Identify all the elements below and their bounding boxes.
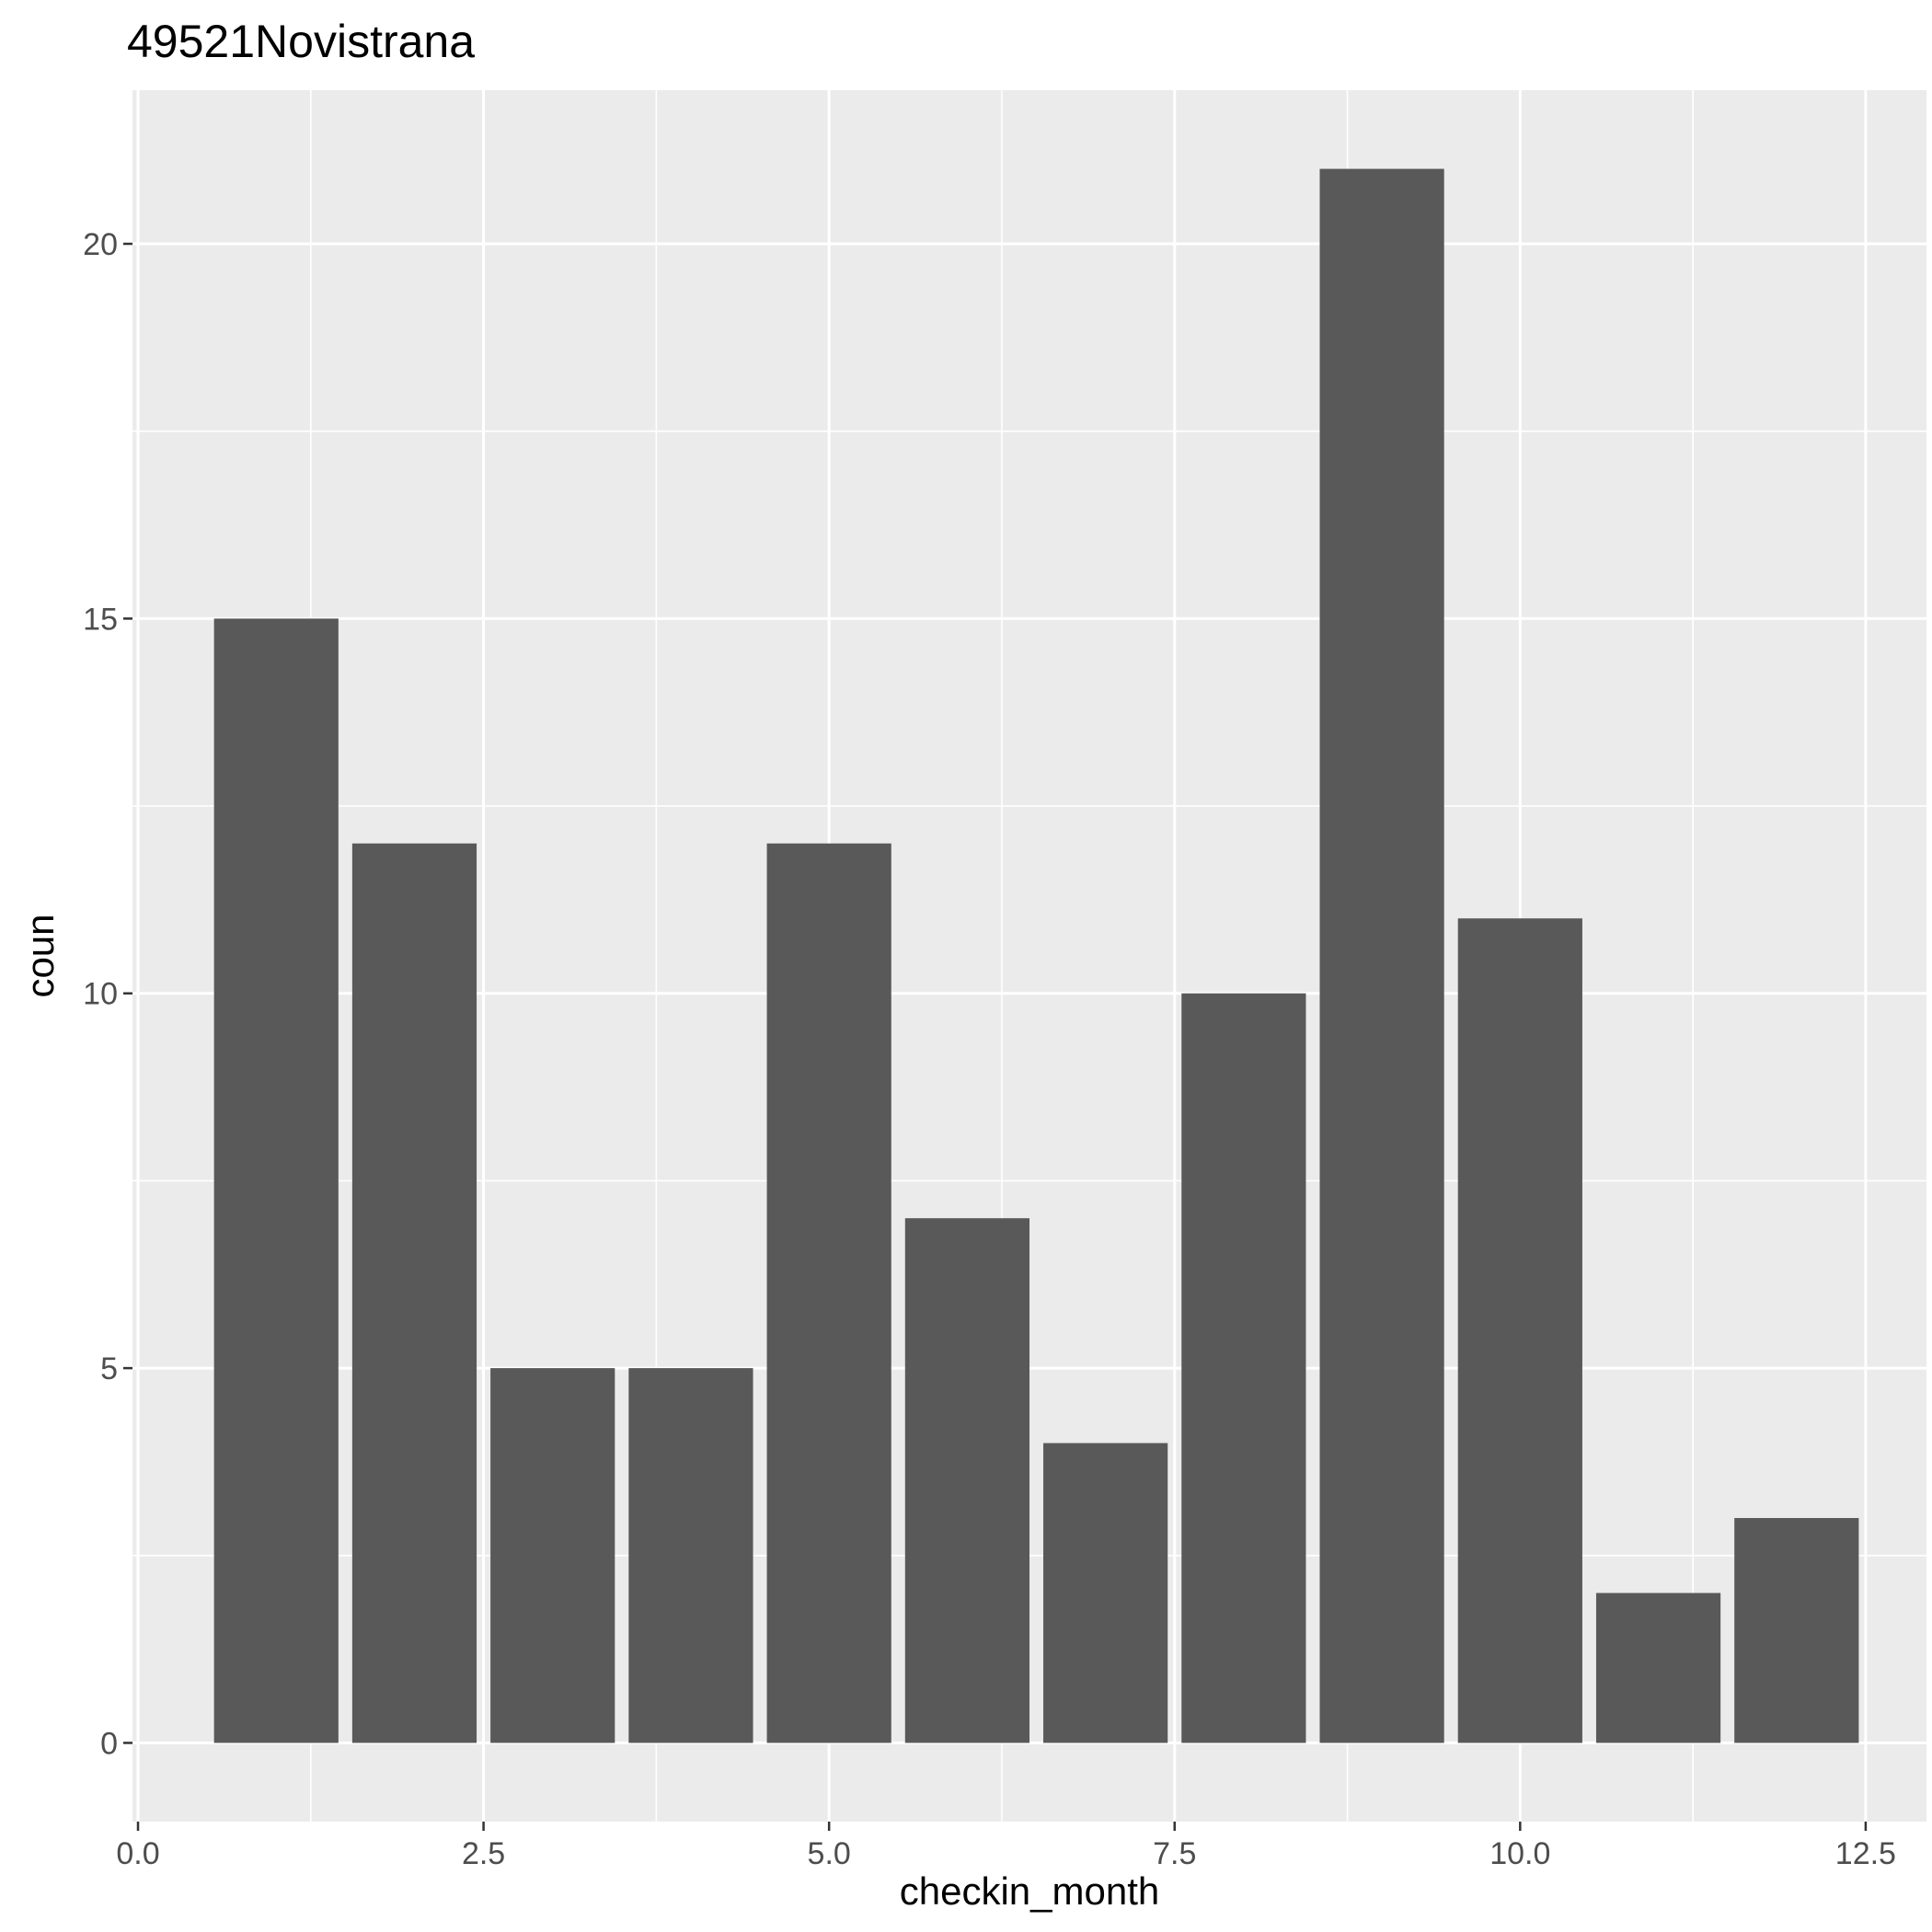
x-tick-label: 2.5 [462,1836,505,1871]
x-tick-label: 7.5 [1153,1836,1196,1871]
bar-month-2 [351,843,477,1743]
bar-month-11 [1595,1593,1721,1743]
x-tick-label: 10.0 [1489,1836,1550,1871]
y-tick-label: 5 [100,1351,118,1386]
y-tick-label: 10 [83,977,118,1012]
bars [213,168,1859,1743]
bar-month-1 [213,618,339,1743]
bar-month-4 [628,1368,753,1743]
chart-title: 49521Novistrana [127,16,475,67]
y-axis: 0 5 10 15 20 [83,227,132,1761]
y-tick-label: 0 [100,1726,118,1761]
bar-month-5 [766,843,891,1743]
x-axis: 0.0 2.5 5.0 7.5 10.0 12.5 [116,1822,1896,1871]
y-tick-label: 20 [83,227,118,262]
bar-month-8 [1181,993,1306,1743]
bar-month-12 [1734,1518,1859,1743]
bar-month-6 [904,1218,1029,1743]
x-tick-label: 0.0 [116,1836,159,1871]
y-tick-label: 15 [83,602,118,637]
x-tick-label: 5.0 [808,1836,851,1871]
bar-month-9 [1319,168,1444,1743]
bar-month-10 [1457,918,1582,1743]
x-axis-title: checkin_month [900,1869,1160,1913]
bar-month-3 [490,1368,615,1743]
x-tick-label: 12.5 [1835,1836,1896,1871]
y-axis-title: coun [18,914,62,997]
bar-month-7 [1043,1443,1168,1743]
